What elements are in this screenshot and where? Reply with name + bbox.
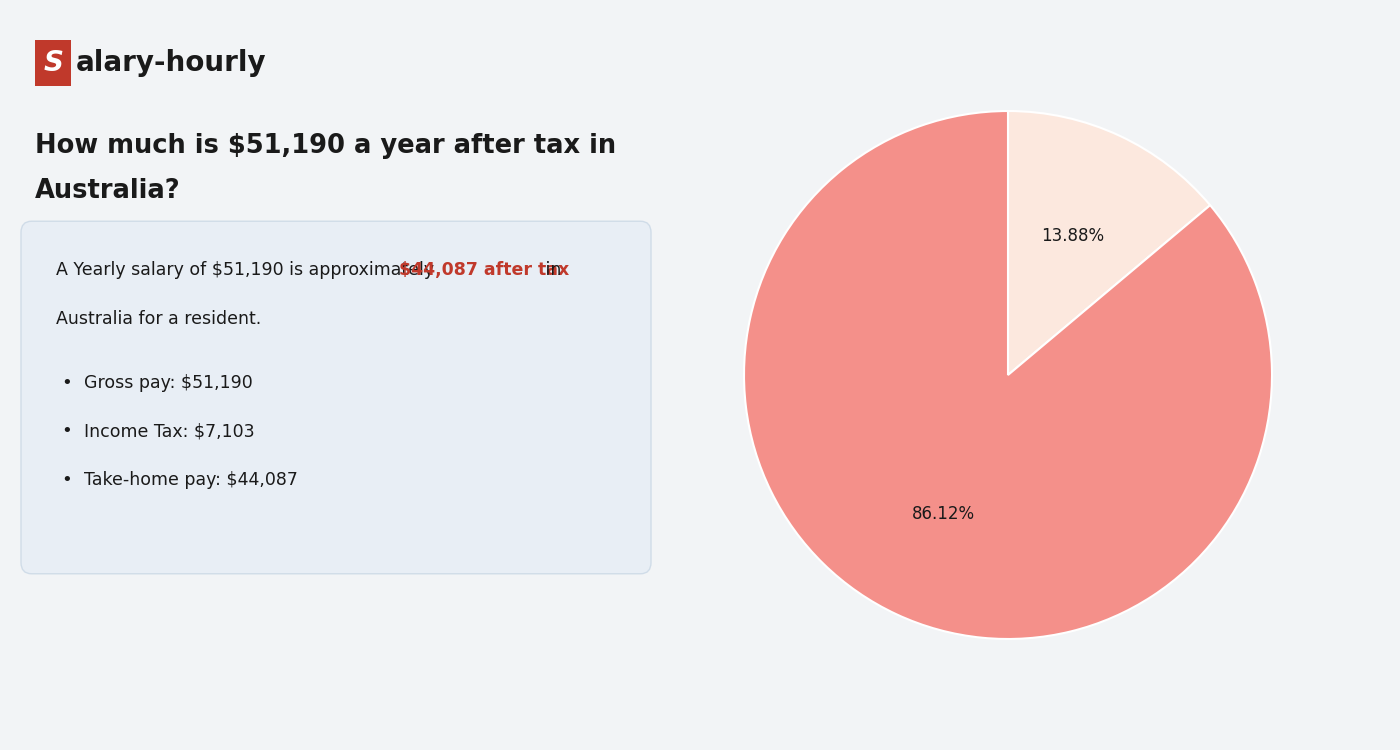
Text: •: • bbox=[62, 471, 71, 489]
FancyBboxPatch shape bbox=[35, 40, 71, 86]
Text: $44,087 after tax: $44,087 after tax bbox=[399, 261, 570, 279]
Text: Australia?: Australia? bbox=[35, 178, 181, 204]
Text: Take-home pay: $44,087: Take-home pay: $44,087 bbox=[84, 471, 298, 489]
Text: How much is $51,190 a year after tax in: How much is $51,190 a year after tax in bbox=[35, 134, 616, 159]
Text: Gross pay: $51,190: Gross pay: $51,190 bbox=[84, 374, 253, 392]
Text: •: • bbox=[62, 422, 71, 440]
Text: in: in bbox=[540, 261, 561, 279]
Text: 86.12%: 86.12% bbox=[911, 505, 974, 523]
Text: S: S bbox=[43, 49, 63, 77]
FancyBboxPatch shape bbox=[21, 221, 651, 574]
Wedge shape bbox=[1008, 111, 1210, 375]
Text: A Yearly salary of $51,190 is approximately: A Yearly salary of $51,190 is approximat… bbox=[56, 261, 440, 279]
Text: •: • bbox=[62, 374, 71, 392]
Text: Australia for a resident.: Australia for a resident. bbox=[56, 310, 262, 328]
Wedge shape bbox=[743, 111, 1273, 639]
Text: alary-hourly: alary-hourly bbox=[76, 49, 266, 77]
Text: 13.88%: 13.88% bbox=[1042, 227, 1105, 245]
Text: Income Tax: $7,103: Income Tax: $7,103 bbox=[84, 422, 255, 440]
